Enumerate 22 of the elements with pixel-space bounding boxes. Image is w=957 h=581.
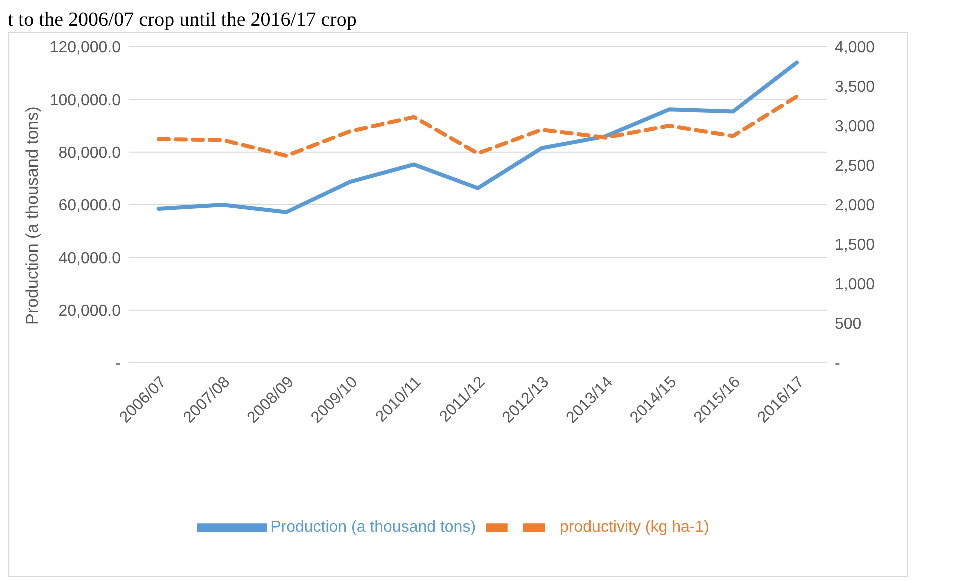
y-tick-label: 120,000.0	[50, 40, 122, 57]
y2-tick-label: 500	[835, 316, 862, 334]
line-series	[157, 60, 799, 214]
y2-tick-label: 3,000	[835, 118, 876, 136]
y2-tick-label: 4,000	[835, 40, 876, 57]
line-series	[157, 94, 799, 158]
y-tick-label: 20,000.0	[58, 303, 122, 320]
y2-tick-label: 3,500	[835, 79, 876, 96]
y-axis-title: Production (a thousand tons)	[23, 106, 42, 325]
legend-label: productivity (kg ha-1)	[560, 519, 710, 536]
y2-tick-label: 2,000	[835, 198, 876, 215]
y2-tick-label: 2,500	[835, 158, 876, 176]
y-tick-label: 80,000.0	[58, 145, 122, 162]
y-tick-label: 60,000.0	[58, 198, 122, 215]
y-tick-label: -	[116, 356, 121, 373]
y2-tick-label: 1,000	[835, 276, 876, 294]
legend-label: Production (a thousand tons)	[270, 519, 476, 536]
y2-tick-label: 1,500	[835, 237, 876, 254]
y-tick-label: 100,000.0	[50, 92, 122, 110]
text: t to the 2006/07 crop until the 2016/17 crop	[8, 9, 357, 31]
y-tick-label: 40,000.0	[58, 250, 122, 268]
y2-tick-label: -	[835, 356, 840, 373]
